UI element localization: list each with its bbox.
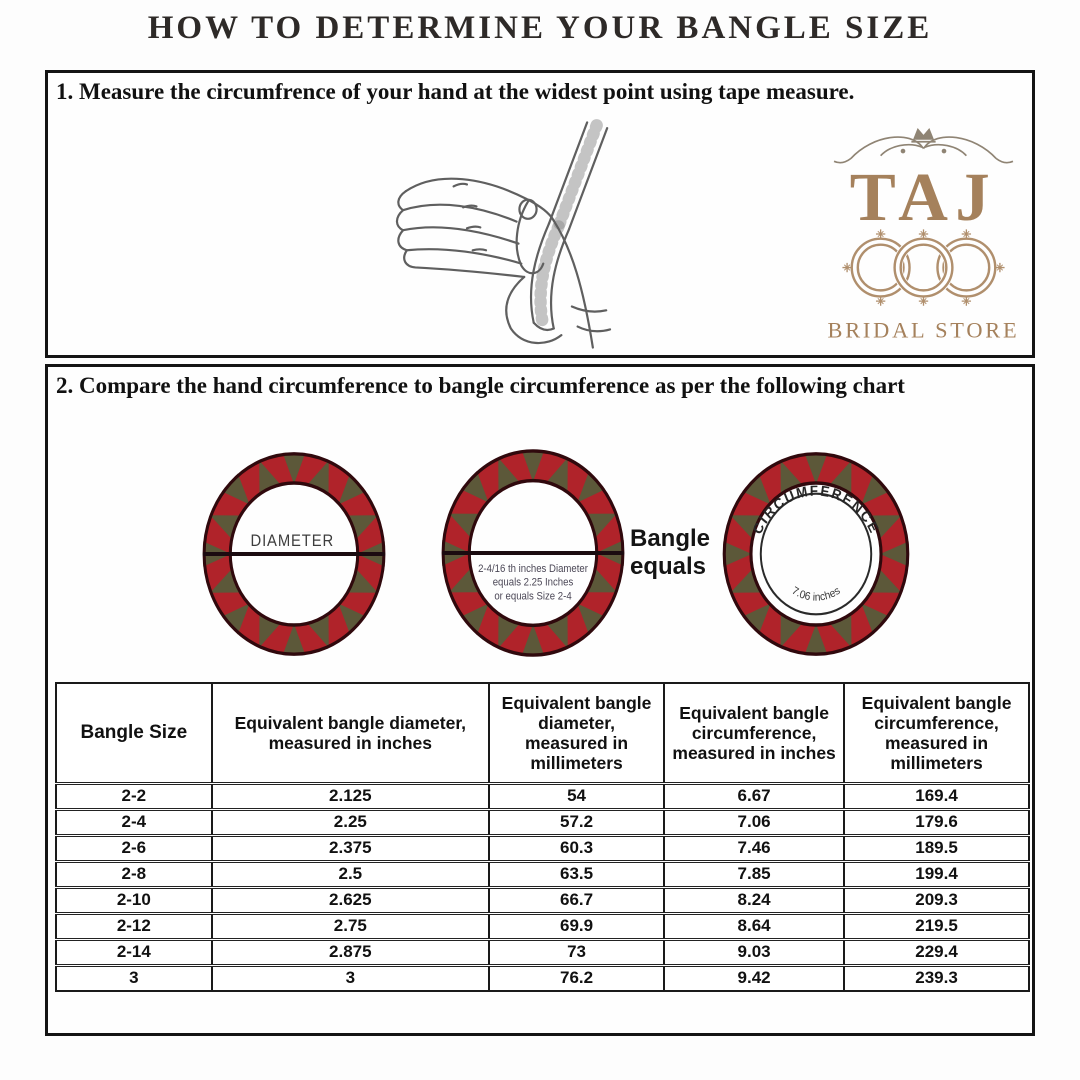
table-cell: 8.24 [663, 885, 846, 914]
table-cell: 209.3 [843, 885, 1030, 914]
table-cell: 2-10 [55, 885, 213, 914]
table-cell: 2.375 [210, 833, 490, 862]
table-cell: 3 [55, 963, 213, 992]
step1-panel: 1. Measure the circumfrence of your hand… [45, 70, 1035, 358]
table-cell: 2-6 [55, 833, 213, 862]
table-cell: 169.4 [843, 781, 1030, 810]
table-row: 2-10 2.625 66.7 8.24 209.3 [55, 885, 1030, 914]
bangle-equals-label: Bangle equals [630, 525, 711, 580]
table-cell: 63.5 [487, 859, 666, 888]
table-cell: 2.5 [210, 859, 490, 888]
table-row: 2-12 2.75 69.9 8.64 219.5 [55, 911, 1030, 940]
table-cell: 219.5 [843, 911, 1030, 940]
tape-measure-strip [547, 119, 609, 233]
table-cell: 2-2 [55, 781, 213, 810]
table-header-cell: Bangle Size [55, 682, 213, 784]
table-cell: 57.2 [487, 807, 666, 836]
table-cell: 229.4 [843, 937, 1030, 966]
table-cell: 2.125 [210, 781, 490, 810]
taj-bridal-store-logo: TAJ BRIDAL STORE [828, 128, 1020, 342]
table-cell: 2-14 [55, 937, 213, 966]
bangle-size-example-diagram: 2-4/16 th inches Diameter equals 2.25 In… [437, 444, 629, 662]
size-note-line3: or equals Size 2-4 [494, 591, 572, 603]
table-cell: 2-8 [55, 859, 213, 888]
table-cell: 2.875 [210, 937, 490, 966]
table-row: 2-6 2.375 60.3 7.46 189.5 [55, 833, 1030, 862]
step1-heading: 1. Measure the circumfrence of your hand… [56, 79, 855, 104]
table-cell: 7.06 [663, 807, 846, 836]
table-row: 3 3 76.2 9.42 239.3 [55, 963, 1030, 992]
table-header-row: Bangle Size Equivalent bangle diameter, … [55, 682, 1030, 784]
flourish-ornament-icon [833, 128, 1014, 164]
table-row: 2-2 2.125 54 6.67 169.4 [55, 781, 1030, 810]
table-row: 2-8 2.5 63.5 7.85 199.4 [55, 859, 1030, 888]
table-row: 2-4 2.25 57.2 7.06 179.6 [55, 807, 1030, 836]
bangle-diameter-diagram: DIAMETER [198, 447, 390, 661]
table-cell: 239.3 [843, 963, 1030, 992]
table-cell: 3 [210, 963, 490, 992]
svg-text:7.06 inches: 7.06 inches [790, 584, 842, 603]
table-cell: 179.6 [843, 807, 1030, 836]
logo-subtitle: BRIDAL STORE [828, 317, 1020, 342]
table-cell: 2-4 [55, 807, 213, 836]
hand-tape-measure-illustration [395, 119, 612, 349]
step2-panel: 2. Compare the hand circumference to ban… [45, 364, 1035, 1036]
page-title: HOW TO DETERMINE YOUR BANGLE SIZE [147, 10, 933, 46]
table-cell: 73 [487, 937, 666, 966]
table-cell: 199.4 [843, 859, 1030, 888]
diameter-label: DIAMETER [250, 533, 334, 551]
bangle-circumference-diagram: CIRCUMFERENCE 7.06 inches [718, 447, 914, 661]
table-cell: 54 [487, 781, 666, 810]
table-cell: 2.75 [210, 911, 490, 940]
three-rings-icon [841, 228, 1006, 307]
table-cell: 6.67 [663, 781, 846, 810]
circumference-value: 7.06 inches [790, 584, 842, 603]
table-cell: 2-12 [55, 911, 213, 940]
table-row: 2-14 2.875 73 9.03 229.4 [55, 937, 1030, 966]
size-note-line1: 2-4/16 th inches Diameter [478, 563, 588, 575]
table-header-cell: Equivalent bangle circumference, measure… [843, 682, 1030, 784]
table-cell: 9.03 [663, 937, 846, 966]
table-cell: 66.7 [487, 885, 666, 914]
logo-wordmark: TAJ [850, 159, 997, 235]
size-note-line2: equals 2.25 Inches [493, 577, 574, 589]
table-cell: 2.625 [210, 885, 490, 914]
table-cell: 8.64 [663, 911, 846, 940]
table-header-cell: Equivalent bangle circumference, measure… [663, 682, 846, 784]
table-cell: 7.46 [663, 833, 846, 862]
bangle-size-chart-table: Bangle Size Equivalent bangle diameter, … [55, 682, 1030, 992]
table-cell: 2.25 [210, 807, 490, 836]
table-header-cell: Equivalent bangle diameter, measured in … [487, 682, 666, 784]
table-cell: 9.42 [663, 963, 846, 992]
step2-heading: 2. Compare the hand circumference to ban… [56, 373, 905, 398]
table-cell: 189.5 [843, 833, 1030, 862]
hand-outline [395, 177, 612, 349]
size-table-body: 2-2 2.125 54 6.67 169.4 2-4 2.25 57.2 7.06 179.6 2… [55, 781, 1030, 992]
table-header-cell: Equivalent bangle diameter, measured in … [210, 682, 490, 784]
table-cell: 7.85 [663, 859, 846, 888]
table-cell: 60.3 [487, 833, 666, 862]
table-cell: 76.2 [487, 963, 666, 992]
table-cell: 69.9 [487, 911, 666, 940]
